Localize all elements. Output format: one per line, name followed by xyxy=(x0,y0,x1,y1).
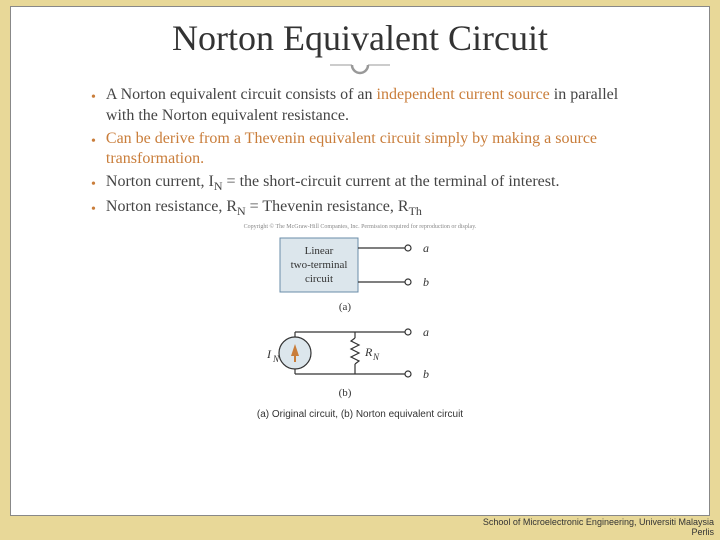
bullet-text: Norton resistance, RN = Thevenin resista… xyxy=(106,197,422,220)
bullet-dot-icon: • xyxy=(91,133,96,151)
footer-line2: Perlis xyxy=(483,528,714,538)
svg-text:(a): (a) xyxy=(339,301,352,313)
figure: Copyright © The McGraw-Hill Companies, I… xyxy=(41,224,679,420)
svg-text:Linear: Linear xyxy=(305,245,334,257)
figure-caption: (a) Original circuit, (b) Norton equival… xyxy=(41,409,679,420)
svg-text:R: R xyxy=(364,345,373,359)
svg-text:two-terminal: two-terminal xyxy=(291,259,348,271)
svg-text:I: I xyxy=(266,347,272,361)
svg-text:circuit: circuit xyxy=(305,273,333,285)
circuit-diagram: Linear two-terminal circuit a b (a) I xyxy=(245,232,475,402)
bullet-list: • A Norton equivalent circuit consists o… xyxy=(41,85,679,220)
title-decor xyxy=(41,61,679,81)
svg-text:b: b xyxy=(423,367,429,381)
slide: Norton Equivalent Circuit • A Norton equ… xyxy=(10,6,710,516)
svg-text:(b): (b) xyxy=(339,387,352,399)
bullet-item: • Norton current, IN = the short-circuit… xyxy=(91,172,649,195)
svg-text:b: b xyxy=(423,275,429,289)
footer: School of Microelectronic Engineering, U… xyxy=(483,518,714,538)
bullet-item: • Norton resistance, RN = Thevenin resis… xyxy=(91,197,649,220)
bullet-text: A Norton equivalent circuit consists of … xyxy=(106,85,649,127)
bullet-item: • Can be derive from a Thevenin equivale… xyxy=(91,129,649,171)
footer-line1: School of Microelectronic Engineering, U… xyxy=(483,518,714,528)
bullet-dot-icon: • xyxy=(91,89,96,107)
svg-text:N: N xyxy=(372,352,380,362)
slide-title: Norton Equivalent Circuit xyxy=(41,17,679,59)
bullet-dot-icon: • xyxy=(91,201,96,219)
svg-text:N: N xyxy=(272,354,280,364)
bullet-text: Norton current, IN = the short-circuit c… xyxy=(106,172,560,195)
bullet-dot-icon: • xyxy=(91,176,96,194)
figure-copyright: Copyright © The McGraw-Hill Companies, I… xyxy=(41,224,679,230)
svg-text:a: a xyxy=(423,241,429,255)
bullet-text: Can be derive from a Thevenin equivalent… xyxy=(106,129,649,171)
bullet-item: • A Norton equivalent circuit consists o… xyxy=(91,85,649,127)
svg-text:a: a xyxy=(423,325,429,339)
